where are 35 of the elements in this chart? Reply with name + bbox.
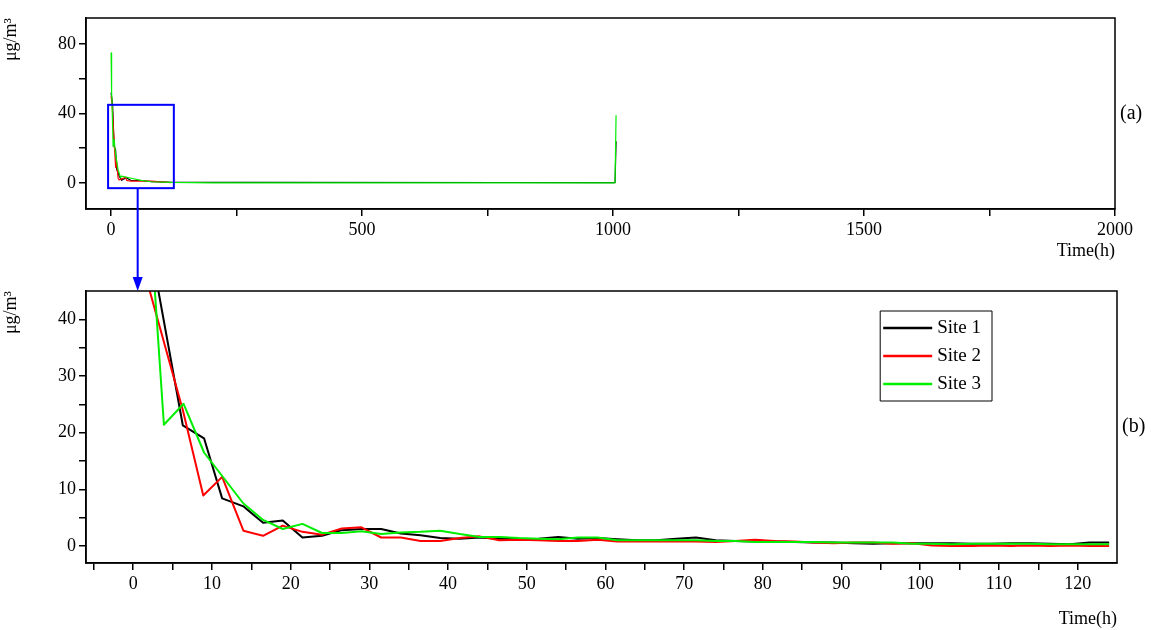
y-tick-label: 40 [58,308,76,329]
legend-label: Site 1 [937,315,981,337]
legend-label: Site 2 [937,343,981,365]
x-axis-title: Time(h) [1056,239,1115,261]
y-tick-label: 20 [58,421,76,442]
x-tick-label: 50 [517,572,536,593]
text: (a) [1120,100,1143,124]
x-tick-label: 30 [360,572,379,593]
x-axis-title: Time(h) [1058,607,1117,629]
legend-label: Site 3 [937,371,981,393]
y-axis-title: μg/m³ [0,290,20,335]
x-tick-label: 0 [106,218,116,239]
x-tick-label: 0 [128,572,138,593]
x-tick-label: 100 [906,572,934,593]
y-tick-label: 40 [58,102,76,123]
y-tick-label: 10 [58,478,76,499]
x-tick-label: 10 [202,572,221,593]
x-tick-label: 500 [348,218,376,239]
x-tick-label: 1000 [595,218,632,239]
y-tick-label: 0 [67,171,76,192]
y-tick-label: 0 [67,534,76,555]
x-tick-label: 90 [832,572,851,593]
y-axis-title: μg/m³ [0,17,20,62]
text: (b) [1122,414,1146,438]
x-tick-label: 2000 [1097,218,1133,239]
y-tick-label: 80 [58,32,76,53]
x-tick-label: 60 [596,572,615,593]
x-tick-label: 110 [985,572,1013,593]
x-tick-label: 40 [439,572,458,593]
x-tick-label: 70 [675,572,694,593]
x-tick-label: 20 [281,572,300,593]
x-tick-label: 1500 [846,218,883,239]
x-tick-label: 120 [1064,572,1092,593]
x-tick-label: 80 [753,572,772,593]
y-tick-label: 30 [58,364,76,385]
